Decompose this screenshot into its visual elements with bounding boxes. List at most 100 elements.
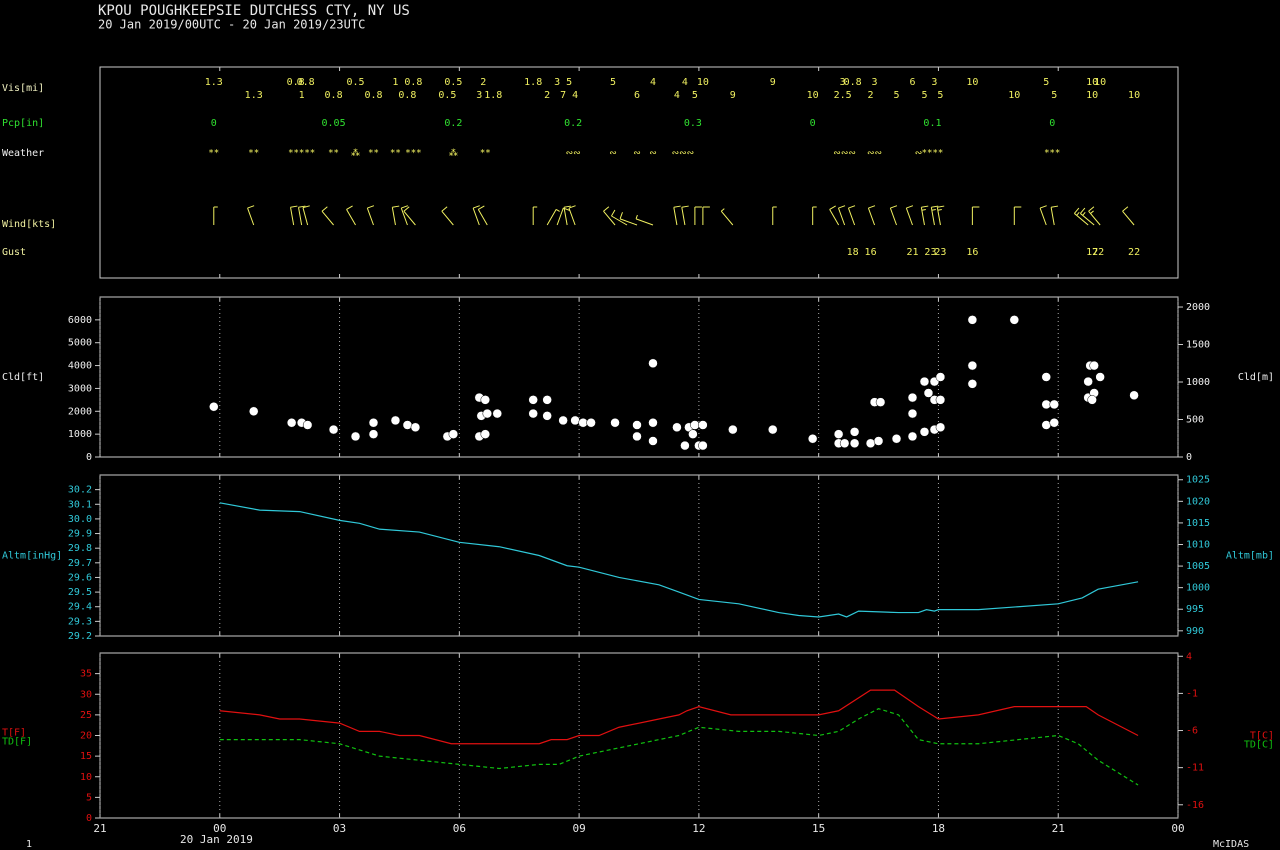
precipitation: 0.05 [322, 118, 346, 129]
cloud-point [1041, 420, 1051, 430]
visibility: 4 [572, 90, 578, 101]
visibility: 3 [476, 90, 482, 101]
wind-barb [400, 205, 409, 226]
wind-barb [772, 206, 777, 225]
visibility: 9 [730, 90, 736, 101]
weather-symbol: *** [405, 149, 421, 159]
visibility: 1.8 [524, 77, 542, 88]
panel-frame [99, 474, 1179, 637]
cloud-point [1049, 399, 1059, 410]
cloud-point [768, 424, 778, 435]
y-tick-label: 2000 [68, 406, 92, 417]
cloud-point [528, 408, 538, 419]
visibility: 1 [392, 77, 398, 88]
cloud-point [919, 427, 930, 437]
cloud-point [1129, 390, 1139, 401]
visibility: 7 [560, 90, 566, 101]
precipitation: 0.2 [564, 118, 582, 129]
y-tick-label: 30.1 [68, 499, 92, 510]
x-tick-label: 00 [213, 822, 226, 835]
cloud-point [648, 358, 658, 369]
series-line [219, 689, 1139, 745]
x-tick-label: 06 [453, 822, 466, 835]
cloud-point [873, 436, 884, 446]
cloud-point [849, 427, 860, 437]
wind-barb [1039, 205, 1047, 226]
x-tick-label: 18 [932, 822, 945, 835]
cloud-point [935, 372, 946, 382]
y2-tick-label: 1025 [1186, 475, 1210, 486]
visibility: 1.3 [245, 90, 263, 101]
cloud-point [448, 429, 459, 439]
visibility: 5 [610, 77, 616, 88]
wind-barb [298, 205, 306, 226]
cloud-point [907, 431, 918, 442]
cloud-point [680, 440, 690, 451]
weather-symbol: ∾∾ [867, 149, 882, 159]
cloud-point [967, 379, 978, 389]
cloud-point [368, 429, 379, 439]
cloud-point [648, 436, 658, 446]
brand: McIDAS [1213, 839, 1249, 850]
visibility: 2 [544, 90, 550, 101]
series-line [219, 708, 1139, 786]
visibility: 10 [1128, 90, 1140, 101]
wind-barb [563, 205, 571, 226]
cloud-point [833, 429, 844, 439]
wind-barb [346, 205, 356, 226]
weather-symbol: ⁂ [351, 148, 360, 159]
weather-symbol: ∾ [609, 149, 617, 159]
wind-barb [936, 205, 945, 226]
cloud-point [807, 433, 818, 444]
y-tick-label: 0 [86, 452, 92, 463]
gust: 22 [1092, 247, 1104, 258]
cloud-point [648, 417, 658, 428]
y2-tick-label: 2000 [1186, 302, 1210, 313]
wind-barb [1088, 206, 1101, 226]
weather-symbol: ** [390, 149, 401, 159]
visibility: 0.8 [287, 77, 305, 88]
wind-barb [603, 206, 616, 226]
series-label: Altm[inHg] [2, 551, 62, 562]
wind-barb [366, 205, 375, 226]
cloud-point [935, 395, 946, 405]
cloud-point [1087, 395, 1097, 405]
cloud-point [1009, 315, 1020, 325]
wind-barb [889, 205, 898, 226]
cloud-point [728, 424, 738, 435]
wind-barb [720, 208, 734, 226]
y-tick-label: 10 [80, 772, 92, 783]
y2-tick-label: -11 [1186, 763, 1204, 774]
cloud-point [865, 438, 876, 449]
cloud-point [919, 376, 930, 387]
cloud-point [480, 429, 491, 439]
visibility: 10 [1086, 77, 1098, 88]
visibility: 0.5 [444, 77, 462, 88]
wind-barb [829, 205, 840, 226]
cloud-point [632, 431, 642, 442]
y-tick-label: 29.2 [68, 631, 92, 642]
weather-symbol: ***** [288, 149, 315, 159]
wind-barb [546, 208, 560, 226]
y2-tick-label: -16 [1186, 800, 1204, 811]
cloud-point [390, 415, 401, 426]
cloud-point [209, 401, 219, 412]
visibility: 0.8 [325, 90, 343, 101]
gust: 16 [966, 247, 978, 258]
visibility: 3 [840, 77, 846, 88]
cloud-point [967, 315, 978, 325]
y2-tick-label: 1015 [1186, 518, 1210, 529]
gust: 21 [906, 247, 918, 258]
wind-barb [568, 205, 576, 226]
x-tick-label: 21 [1052, 822, 1065, 835]
cloud-point [578, 417, 588, 428]
y2-tick-label: 0 [1186, 452, 1192, 463]
cloud-point [632, 420, 642, 430]
cloud-point [542, 395, 552, 405]
y2-tick-label: 1005 [1186, 561, 1210, 572]
visibility: 4 [674, 90, 680, 101]
cloud-point [410, 422, 421, 433]
weather-symbol: ∾ [633, 149, 641, 159]
row-label: Vis[mi] [2, 83, 44, 94]
